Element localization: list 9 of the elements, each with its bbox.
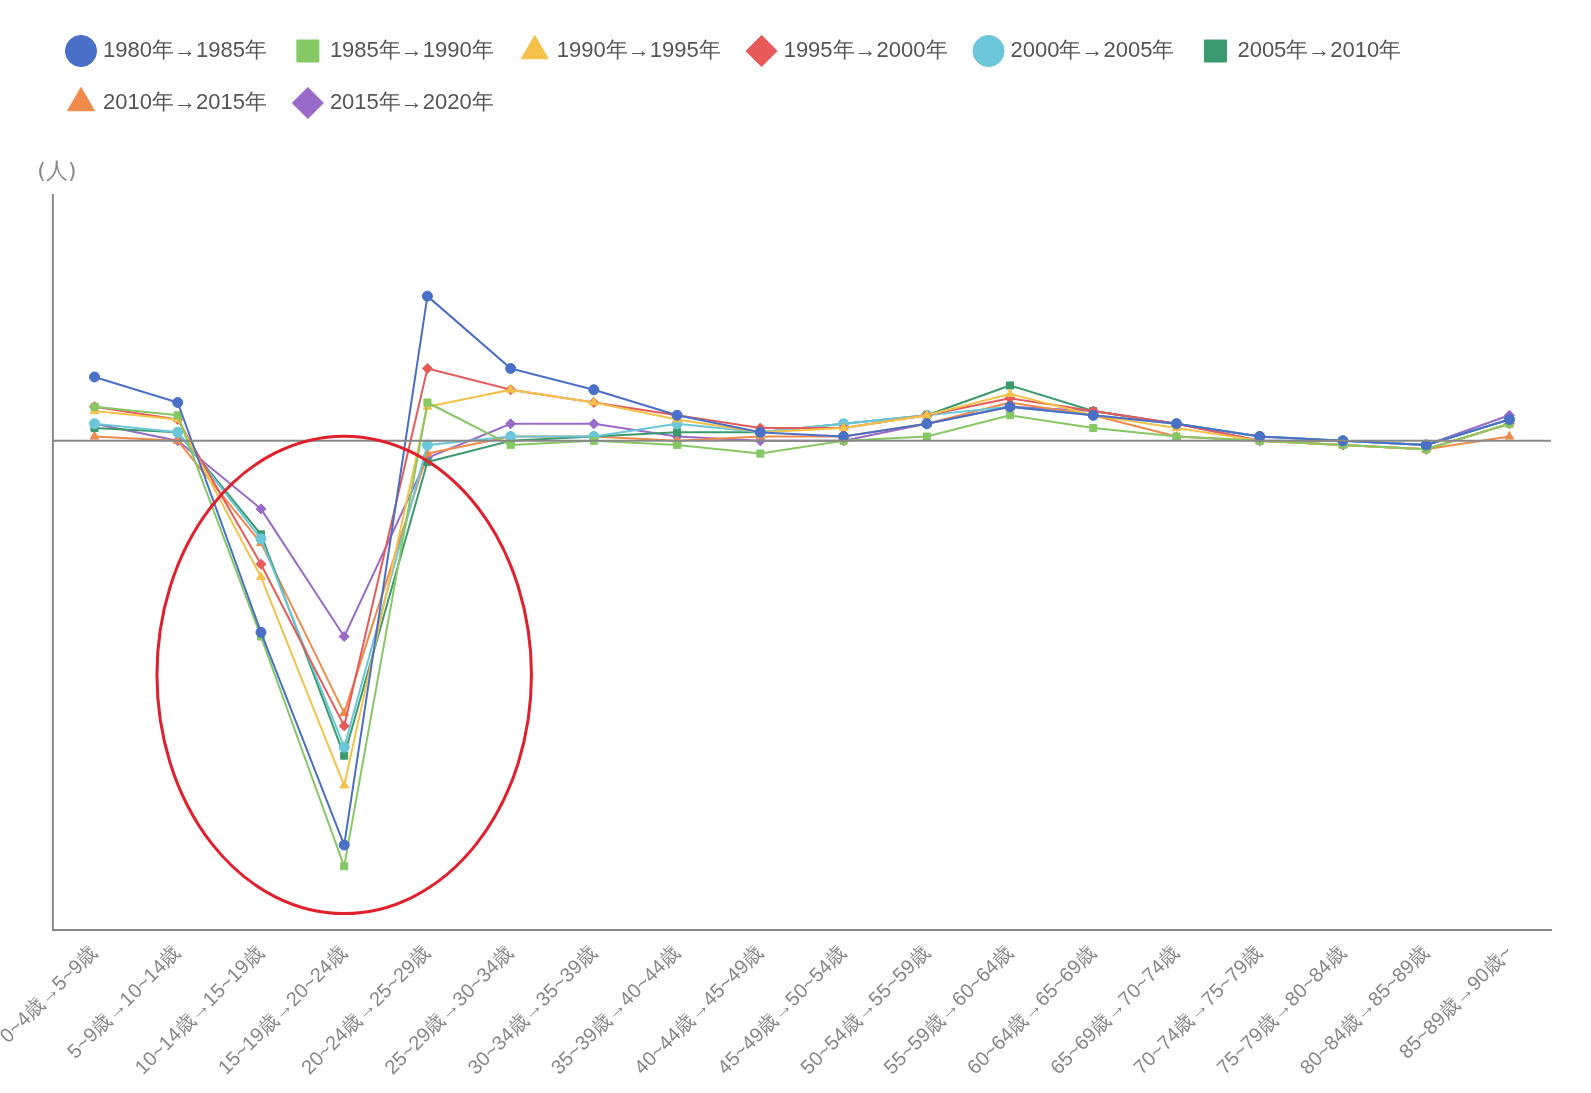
legend-label: 1985年→1990年 [329,37,494,63]
legend-label: 1990年→1995年 [556,37,721,63]
legend-label: 2005年→2010年 [1237,37,1402,63]
legend-label: 2000年→2005年 [1010,37,1175,63]
legend-label: 1980年→1985年 [103,37,267,63]
legend-label: 1995年→2000年 [783,37,948,63]
text: (人) [37,157,77,183]
legend-label: 2015年→2020年 [329,89,494,115]
legend-label: 2010年→2015年 [103,89,267,115]
